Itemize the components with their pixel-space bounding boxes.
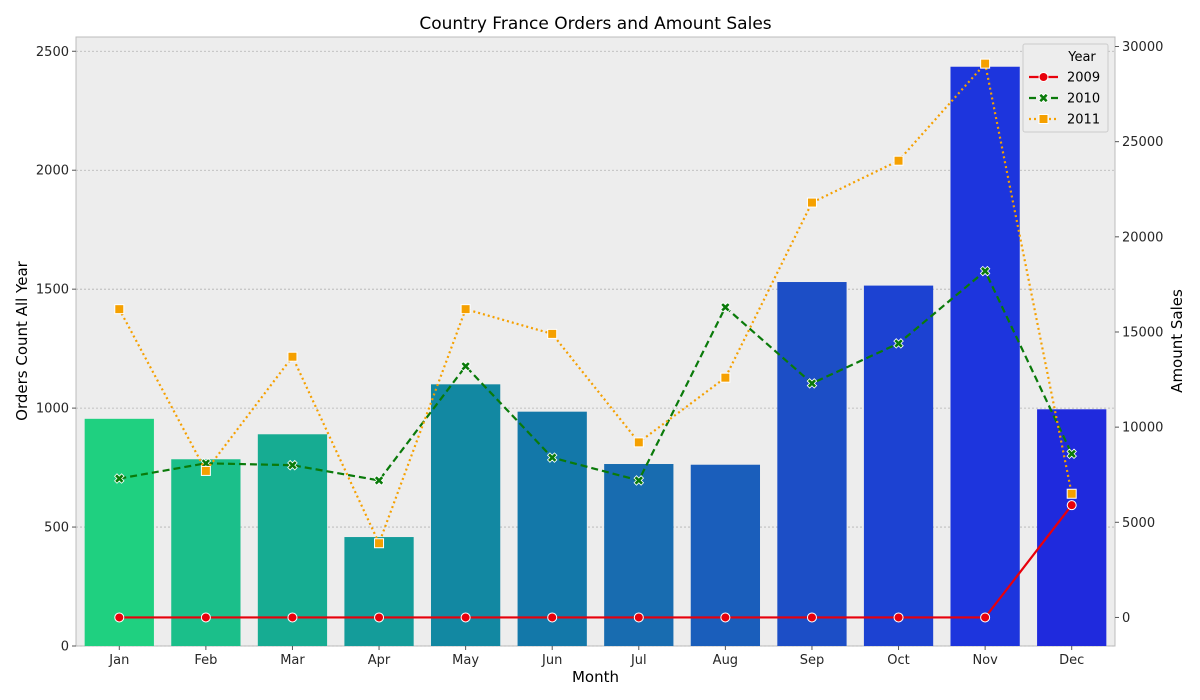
right-tick-label: 10000 <box>1122 421 1163 436</box>
point-marker <box>114 473 125 484</box>
x-tick-label: Sep <box>800 653 825 668</box>
bar <box>777 282 847 646</box>
line-series <box>114 58 1077 623</box>
x-tick-label: Aug <box>713 653 738 668</box>
right-tick-label: 30000 <box>1122 40 1163 55</box>
point-marker <box>460 612 471 623</box>
point-marker <box>720 372 731 383</box>
point-marker <box>114 612 125 623</box>
point-marker <box>460 304 471 315</box>
point-marker <box>1066 488 1077 499</box>
x-tick-label: Jul <box>630 653 647 668</box>
y-axis-title-left: Orders Count All Year <box>13 260 31 420</box>
bar-series <box>84 66 1107 646</box>
point-marker <box>546 452 558 463</box>
legend-box <box>1022 43 1109 133</box>
series-line <box>118 61 1073 547</box>
x-tick-label: Nov <box>972 653 998 668</box>
x-tick-label: Apr <box>368 653 391 668</box>
point-marker <box>980 612 991 623</box>
x-axis: Jan Feb Mar Apr May Jun Jul Aug Sep Oct Nov Dec <box>108 646 1084 668</box>
point-marker <box>633 612 644 623</box>
point-marker <box>287 459 298 471</box>
point-marker <box>1038 114 1049 124</box>
right-tick-label: 20000 <box>1122 230 1163 245</box>
chart-title: Country France Orders and Amount Sales <box>419 14 771 34</box>
left-tick-label: 1000 <box>36 402 69 417</box>
point-marker <box>373 475 385 486</box>
point-marker <box>1066 448 1077 460</box>
right-tick-label: 25000 <box>1122 135 1163 150</box>
right-axis: 0 5000 10000 15000 20000 25000 30000 <box>1115 40 1163 626</box>
left-tick-label: 0 <box>61 640 69 655</box>
bar <box>430 384 501 646</box>
point-marker <box>1066 500 1077 511</box>
x-axis-title: Month <box>572 668 619 686</box>
right-tick-label: 15000 <box>1122 325 1163 340</box>
left-tick-label: 500 <box>44 521 69 536</box>
point-marker <box>720 612 731 623</box>
x-tick-label: Mar <box>280 653 305 668</box>
series-2011 <box>114 58 1077 549</box>
bar <box>863 285 934 646</box>
x-tick-label: Jun <box>541 653 562 668</box>
legend-item: 2009 <box>1029 71 1100 86</box>
series-2009 <box>114 500 1077 623</box>
point-marker <box>200 465 211 476</box>
bar <box>517 411 587 646</box>
point-marker <box>893 155 904 166</box>
x-tick-label: Jan <box>108 653 129 668</box>
series-line <box>119 269 1073 482</box>
point-marker <box>633 437 644 448</box>
point-marker <box>980 58 991 69</box>
bar <box>1037 409 1107 646</box>
x-tick-label: Dec <box>1059 653 1084 668</box>
left-axis: 0 500 1000 1500 2000 2500 <box>36 45 76 655</box>
plot-background <box>75 36 1116 647</box>
legend-item: 2011 <box>1029 113 1100 128</box>
legend-item: 2010 <box>1029 92 1100 107</box>
point-marker <box>633 475 645 486</box>
left-tick-label: 2500 <box>36 45 69 60</box>
legend-title: Year <box>1067 50 1096 65</box>
point-marker <box>806 197 817 208</box>
point-marker <box>1038 92 1049 104</box>
series-line <box>119 504 1073 619</box>
point-marker <box>1038 72 1049 82</box>
point-marker <box>893 612 904 623</box>
x-tick-label: Feb <box>194 653 217 668</box>
point-marker <box>374 538 385 549</box>
point-marker <box>979 265 991 277</box>
bar <box>950 66 1020 646</box>
point-marker <box>374 612 385 623</box>
point-marker <box>547 612 558 623</box>
right-tick-label: 0 <box>1122 611 1130 626</box>
y-axis-title-right: Amount Sales <box>1168 289 1186 393</box>
x-tick-label: Oct <box>887 653 909 668</box>
left-tick-label: 1500 <box>36 283 69 298</box>
point-marker <box>806 612 817 623</box>
point-marker <box>893 338 904 349</box>
series-2010 <box>114 265 1077 486</box>
right-tick-label: 5000 <box>1122 516 1155 531</box>
legend-label: 2009 <box>1067 71 1100 86</box>
point-marker <box>114 304 125 315</box>
point-marker <box>460 360 471 372</box>
x-tick-label: May <box>452 653 479 668</box>
legend: Year 2009 2010 2011 <box>1022 43 1109 133</box>
legend-items: 2009 2010 2011 <box>1029 71 1100 128</box>
point-marker <box>806 378 818 389</box>
point-marker <box>287 351 298 362</box>
bar <box>84 418 154 646</box>
legend-label: 2010 <box>1067 92 1100 107</box>
point-marker <box>200 612 211 623</box>
bar <box>344 537 414 646</box>
legend-label: 2011 <box>1067 113 1100 128</box>
gridlines <box>76 50 1115 647</box>
point-marker <box>547 328 558 339</box>
point-marker <box>720 301 731 313</box>
left-tick-label: 2000 <box>36 164 69 179</box>
point-marker <box>287 612 298 623</box>
